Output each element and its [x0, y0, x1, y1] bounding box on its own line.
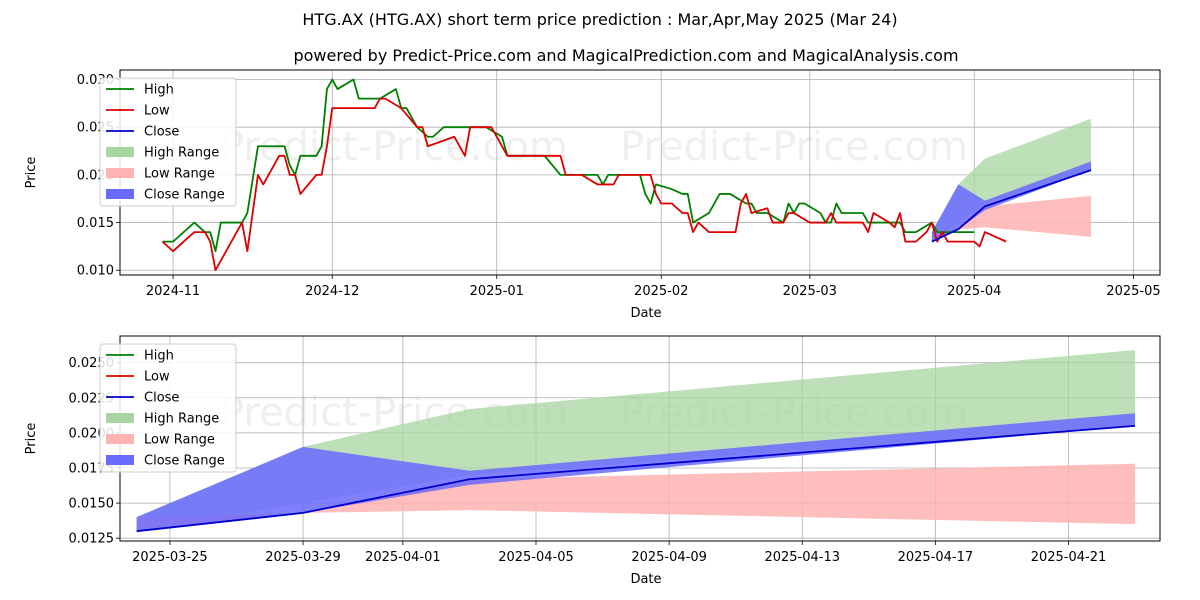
- chart-subtitle: powered by Predict-Price.com and Magical…: [293, 46, 958, 65]
- legend-label-low: Low: [144, 104, 170, 119]
- x-tick-label: 2024-11: [146, 284, 200, 299]
- x-tick-label: 2025-05: [1106, 284, 1160, 299]
- legend-label-low-range: Low Range: [144, 433, 215, 448]
- legend-label-close-range: Close Range: [144, 454, 225, 469]
- watermark-text: Predict-Price.com: [620, 124, 968, 170]
- x-tick-label: 2025-03-25: [132, 550, 208, 565]
- y-tick-label: 0.0125: [69, 532, 115, 547]
- legend-label-high-range: High Range: [144, 146, 219, 161]
- x-tick-label: 2025-01: [470, 284, 524, 299]
- legend-swatch-high-range: [106, 413, 134, 423]
- y-tick-label: 0.010: [77, 264, 114, 279]
- legend-swatch-close-range: [106, 455, 134, 465]
- x-tick-label: 2025-03-29: [265, 550, 341, 565]
- y-axis-label: Price: [24, 157, 39, 189]
- legend-label-high: High: [144, 83, 174, 98]
- x-tick-label: 2025-04-09: [631, 550, 707, 565]
- x-tick-label: 2025-04-01: [365, 550, 441, 565]
- close-range-band: [136, 413, 1136, 532]
- y-axis-label: Price: [24, 423, 39, 455]
- close-series-line: [931, 169, 1092, 243]
- x-tick-label: 2025-03: [783, 284, 837, 299]
- x-tick-label: 2025-04-17: [898, 550, 974, 565]
- x-tick-label: 2025-04-21: [1031, 550, 1107, 565]
- legend-label-high-range: High Range: [144, 412, 219, 427]
- legend-swatch-high-range: [106, 147, 134, 157]
- chart-title: HTG.AX (HTG.AX) short term price predict…: [302, 10, 897, 29]
- x-tick-label: 2025-04: [947, 284, 1001, 299]
- legend-swatch-low-range: [106, 434, 134, 444]
- close-series-line: [136, 424, 1136, 533]
- low-range-band: [136, 463, 1136, 532]
- legend-label-high: High: [144, 349, 174, 364]
- x-axis-label: Date: [630, 572, 661, 587]
- legend-label-close-range: Close Range: [144, 188, 225, 203]
- low-range-band: [931, 195, 1092, 242]
- x-axis-label: Date: [630, 306, 661, 321]
- x-tick-label: 2025-04-05: [498, 550, 574, 565]
- x-tick-label: 2025-02: [634, 284, 688, 299]
- legend-swatch-low-range: [106, 168, 134, 178]
- x-tick-label: 2024-12: [305, 284, 359, 299]
- legend-label-low-range: Low Range: [144, 167, 215, 182]
- upper-chart-panel: Predict-Price.com Predict-Price.com2024-1…: [24, 69, 1161, 321]
- legend-label-close: Close: [144, 125, 179, 140]
- legend-label-low: Low: [144, 370, 170, 385]
- y-tick-label: 0.0150: [69, 497, 115, 512]
- lower-chart-panel: Predict-Price.comPredict-Price.com2025-0…: [24, 335, 1161, 587]
- x-tick-label: 2025-04-13: [764, 550, 840, 565]
- y-tick-label: 0.015: [77, 216, 114, 231]
- legend-swatch-close-range: [106, 189, 134, 199]
- legend-label-close: Close: [144, 391, 179, 406]
- close-range-band: [931, 161, 1092, 242]
- low-series-line: [161, 97, 1007, 272]
